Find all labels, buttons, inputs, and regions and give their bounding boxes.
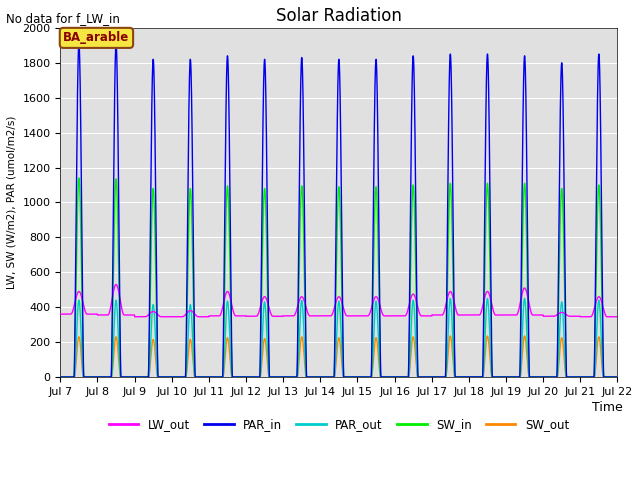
Title: Solar Radiation: Solar Radiation bbox=[276, 7, 402, 25]
X-axis label: Time: Time bbox=[592, 401, 623, 414]
Y-axis label: LW, SW (W/m2), PAR (umol/m2/s): LW, SW (W/m2), PAR (umol/m2/s) bbox=[7, 116, 17, 289]
Text: BA_arable: BA_arable bbox=[63, 31, 129, 44]
Legend: LW_out, PAR_in, PAR_out, SW_in, SW_out: LW_out, PAR_in, PAR_out, SW_in, SW_out bbox=[104, 413, 574, 436]
Text: No data for f_LW_in: No data for f_LW_in bbox=[6, 12, 120, 25]
